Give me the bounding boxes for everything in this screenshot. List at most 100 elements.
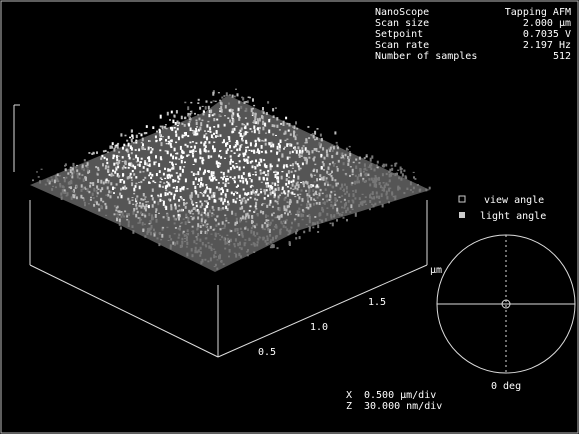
surface-speckle xyxy=(206,124,208,127)
surface-speckle xyxy=(112,175,114,177)
info-value: 2.197 Hz xyxy=(523,40,571,51)
surface-speckle xyxy=(335,183,337,184)
surface-speckle xyxy=(65,169,67,171)
surface-speckle xyxy=(204,212,206,214)
surface-speckle xyxy=(221,198,223,201)
surface-speckle xyxy=(149,140,151,141)
surface-speckle xyxy=(168,240,170,241)
surface-speckle xyxy=(235,222,237,225)
surface-speckle xyxy=(149,182,151,184)
surface-speckle xyxy=(241,138,243,140)
surface-speckle xyxy=(265,214,267,218)
surface-speckle xyxy=(386,196,388,199)
surface-speckle xyxy=(125,135,127,137)
surface-speckle xyxy=(213,229,215,231)
surface-speckle xyxy=(280,215,282,216)
surface-speckle xyxy=(183,231,185,233)
surface-speckle xyxy=(329,174,331,176)
surface-speckle xyxy=(222,207,224,210)
surface-speckle xyxy=(139,163,141,167)
surface-speckle xyxy=(205,184,207,186)
surface-speckle xyxy=(76,196,78,199)
surface-speckle xyxy=(300,168,302,170)
surface-speckle xyxy=(181,187,183,190)
surface-speckle xyxy=(283,225,285,228)
surface-speckle xyxy=(410,189,412,191)
surface-speckle xyxy=(257,138,259,141)
surface-speckle xyxy=(139,171,141,173)
surface-speckle xyxy=(253,120,255,124)
surface-speckle xyxy=(285,226,287,228)
surface-speckle xyxy=(286,173,288,177)
surface-speckle xyxy=(224,199,226,203)
surface-speckle xyxy=(225,197,227,198)
surface-speckle xyxy=(288,177,290,179)
surface-speckle xyxy=(167,177,169,179)
surface-speckle xyxy=(249,210,251,212)
surface-speckle xyxy=(223,263,225,265)
surface-speckle xyxy=(220,261,222,262)
surface-speckle xyxy=(345,202,347,206)
surface-speckle xyxy=(341,214,343,216)
surface-speckle xyxy=(244,101,246,104)
surface-speckle xyxy=(186,253,188,257)
surface-speckle xyxy=(92,193,94,196)
surface-speckle xyxy=(195,128,197,130)
surface-speckle xyxy=(200,122,202,126)
surface-speckle xyxy=(205,220,207,223)
surface-speckle xyxy=(292,189,294,190)
surface-speckle xyxy=(167,214,169,216)
surface-speckle xyxy=(255,174,257,176)
surface-speckle xyxy=(314,175,316,176)
surface-speckle xyxy=(171,127,173,131)
surface-speckle xyxy=(281,155,283,158)
surface-speckle xyxy=(265,174,267,176)
surface-speckle xyxy=(250,230,252,234)
surface-speckle xyxy=(302,214,304,217)
surface-speckle xyxy=(258,150,260,154)
surface-speckle xyxy=(52,186,54,187)
surface-speckle xyxy=(213,254,215,258)
surface-speckle xyxy=(322,193,324,194)
surface-speckle xyxy=(233,180,235,181)
surface-speckle xyxy=(173,215,175,217)
surface-speckle xyxy=(185,217,187,218)
surface-speckle xyxy=(236,166,238,168)
surface-speckle xyxy=(88,152,90,154)
surface-speckle xyxy=(85,177,87,181)
surface-speckle xyxy=(211,244,213,246)
surface-speckle xyxy=(260,170,262,172)
surface-speckle xyxy=(204,208,206,212)
surface-speckle xyxy=(159,150,161,152)
surface-speckle xyxy=(279,149,281,152)
surface-speckle xyxy=(261,204,263,206)
surface-speckle xyxy=(352,174,354,176)
surface-speckle xyxy=(238,108,240,111)
surface-speckle xyxy=(319,142,321,146)
surface-speckle xyxy=(231,211,233,215)
surface-speckle xyxy=(295,161,297,164)
surface-speckle xyxy=(240,106,242,109)
surface-speckle xyxy=(173,115,175,117)
surface-speckle xyxy=(303,185,305,187)
surface-speckle xyxy=(379,201,381,203)
surface-speckle xyxy=(219,110,221,112)
surface-speckle xyxy=(368,178,370,181)
surface-speckle xyxy=(246,251,248,253)
surface-speckle xyxy=(249,178,251,179)
surface-speckle xyxy=(180,146,182,150)
surface-speckle xyxy=(347,163,349,166)
surface-speckle xyxy=(305,190,307,192)
surface-speckle xyxy=(190,216,192,217)
surface-speckle xyxy=(175,142,177,144)
surface-speckle xyxy=(205,106,207,110)
surface-speckle xyxy=(268,185,270,188)
surface-speckle xyxy=(287,213,289,216)
surface-speckle xyxy=(239,247,241,249)
surface-speckle xyxy=(326,150,328,154)
surface-speckle xyxy=(148,158,150,162)
surface-speckle xyxy=(290,187,292,189)
surface-speckle xyxy=(279,208,281,209)
surface-speckle xyxy=(250,205,252,207)
surface-speckle xyxy=(278,158,280,161)
